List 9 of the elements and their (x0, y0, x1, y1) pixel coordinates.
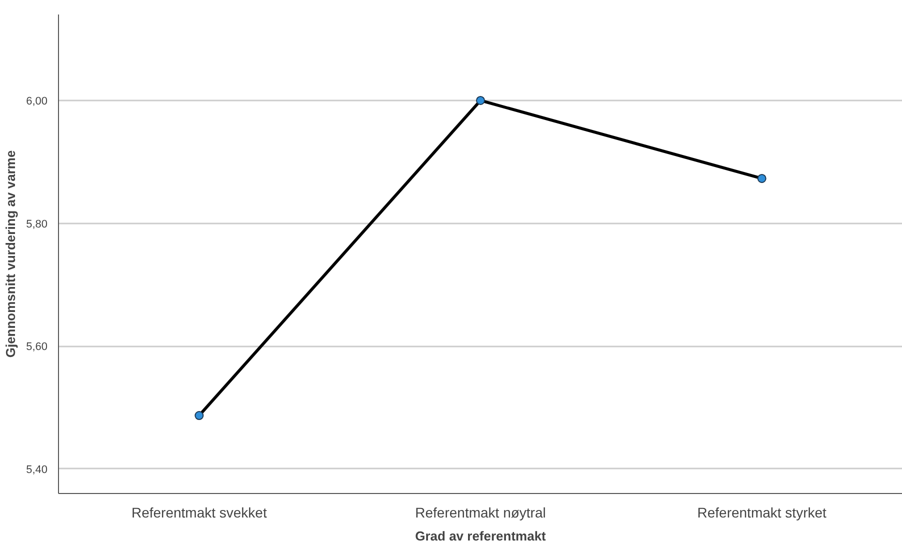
y-axis-title: Gjennomsnitt vurdering av varme (3, 150, 18, 358)
y-tick-label: 6,00 (26, 95, 48, 108)
y-tick-label: 5,40 (26, 464, 48, 476)
x-axis-title: Grad av referentmakt (415, 528, 547, 544)
y-tick-label: 5,80 (26, 218, 48, 230)
y-tick-label: 5,60 (26, 341, 48, 354)
x-tick-label: Referentmakt nøytral (415, 504, 546, 520)
x-tick-label: Referentmakt svekket (131, 504, 267, 520)
x-tick-label: Referentmakt styrket (697, 504, 827, 520)
